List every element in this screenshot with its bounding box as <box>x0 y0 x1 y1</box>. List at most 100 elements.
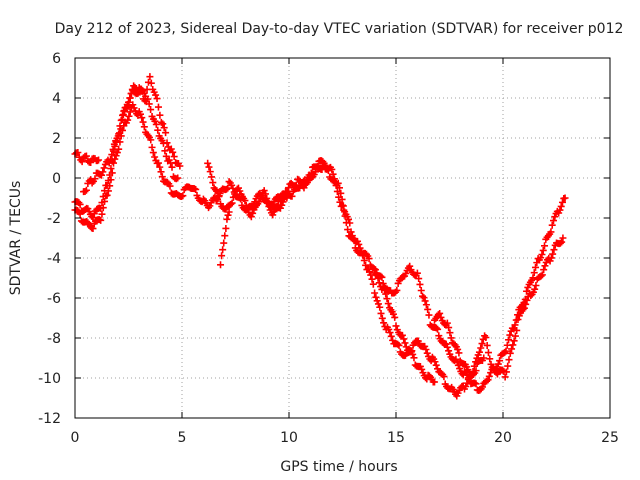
data-point <box>121 107 129 115</box>
data-point <box>462 382 470 390</box>
data-point <box>78 158 86 166</box>
data-point <box>420 294 428 302</box>
data-point <box>113 149 121 157</box>
x-tick-label: 25 <box>601 430 619 446</box>
data-point <box>107 165 115 173</box>
data-point <box>127 90 135 98</box>
data-point <box>470 362 478 370</box>
data-point <box>295 176 303 184</box>
data-point <box>247 213 255 221</box>
data-point <box>440 373 448 381</box>
data-point <box>437 313 445 321</box>
data-point <box>118 116 126 124</box>
data-point <box>179 192 187 200</box>
data-point <box>158 173 166 181</box>
data-point <box>346 219 354 227</box>
series-satellite-track-4 <box>80 73 184 196</box>
x-tick-label: 5 <box>178 430 187 446</box>
data-point <box>222 224 230 232</box>
data-point <box>125 98 132 106</box>
data-point <box>389 310 397 318</box>
data-point <box>220 239 228 247</box>
data-point <box>391 313 399 321</box>
data-point <box>504 362 512 370</box>
series-satellite-track-8 <box>371 194 569 394</box>
data-point <box>116 129 124 137</box>
data-point <box>557 202 565 210</box>
data-point <box>82 152 90 160</box>
data-point <box>393 286 401 294</box>
data-point <box>228 199 236 207</box>
data-point <box>156 111 164 119</box>
data-point <box>398 331 406 339</box>
data-point <box>478 340 486 348</box>
data-point <box>269 211 277 219</box>
data-point <box>126 108 134 116</box>
data-point <box>218 252 226 260</box>
data-point <box>523 296 531 304</box>
x-axis-label: GPS time / hours <box>280 459 397 475</box>
data-point <box>538 251 546 259</box>
data-point <box>107 155 115 163</box>
y-tick-label: -8 <box>47 331 61 347</box>
data-point <box>373 297 381 305</box>
data-point <box>473 354 481 362</box>
data-point <box>242 201 250 209</box>
data-point <box>376 303 384 311</box>
data-point <box>508 345 516 353</box>
data-point <box>219 246 227 254</box>
data-point <box>151 117 159 125</box>
data-point <box>306 173 314 181</box>
y-tick-label: 0 <box>52 171 61 187</box>
data-point <box>336 184 344 192</box>
data-point <box>126 94 134 102</box>
data-point <box>506 331 514 339</box>
data-point <box>561 194 569 202</box>
data-point <box>162 129 170 137</box>
data-point <box>556 206 564 214</box>
data-point <box>365 268 373 276</box>
y-tick-label: 2 <box>52 131 61 147</box>
data-point <box>368 275 376 283</box>
data-point <box>547 228 555 236</box>
data-point <box>152 120 160 128</box>
data-point <box>167 145 175 153</box>
x-tick-label: 20 <box>494 430 512 446</box>
data-point <box>480 354 488 362</box>
data-point <box>140 123 148 131</box>
data-point <box>161 147 169 155</box>
data-point <box>558 198 566 206</box>
data-point <box>217 261 225 269</box>
data-point <box>484 349 492 357</box>
data-point <box>163 178 171 186</box>
data-point <box>532 263 540 271</box>
data-point <box>410 354 418 362</box>
data-point <box>468 372 476 380</box>
data-point <box>206 168 214 176</box>
data-point <box>415 275 423 283</box>
data-point <box>157 168 165 176</box>
data-point <box>414 337 422 345</box>
data-point <box>110 140 118 148</box>
data-point <box>421 297 429 305</box>
data-point <box>108 151 116 159</box>
data-point <box>556 239 564 247</box>
data-point <box>355 240 363 248</box>
data-point <box>445 324 453 332</box>
data-point <box>170 153 178 161</box>
data-point <box>483 377 491 385</box>
data-point <box>519 305 527 313</box>
data-point <box>372 293 380 301</box>
data-point <box>520 304 528 312</box>
data-point <box>550 246 558 254</box>
y-tick-label: -4 <box>47 251 61 267</box>
data-point <box>384 300 392 308</box>
data-point <box>147 79 155 87</box>
x-tick-label: 10 <box>280 430 298 446</box>
data-point <box>558 238 566 246</box>
data-point <box>383 295 391 303</box>
data-point <box>378 273 386 281</box>
data-point <box>249 209 257 217</box>
data-point <box>269 201 277 209</box>
data-point <box>472 380 480 388</box>
